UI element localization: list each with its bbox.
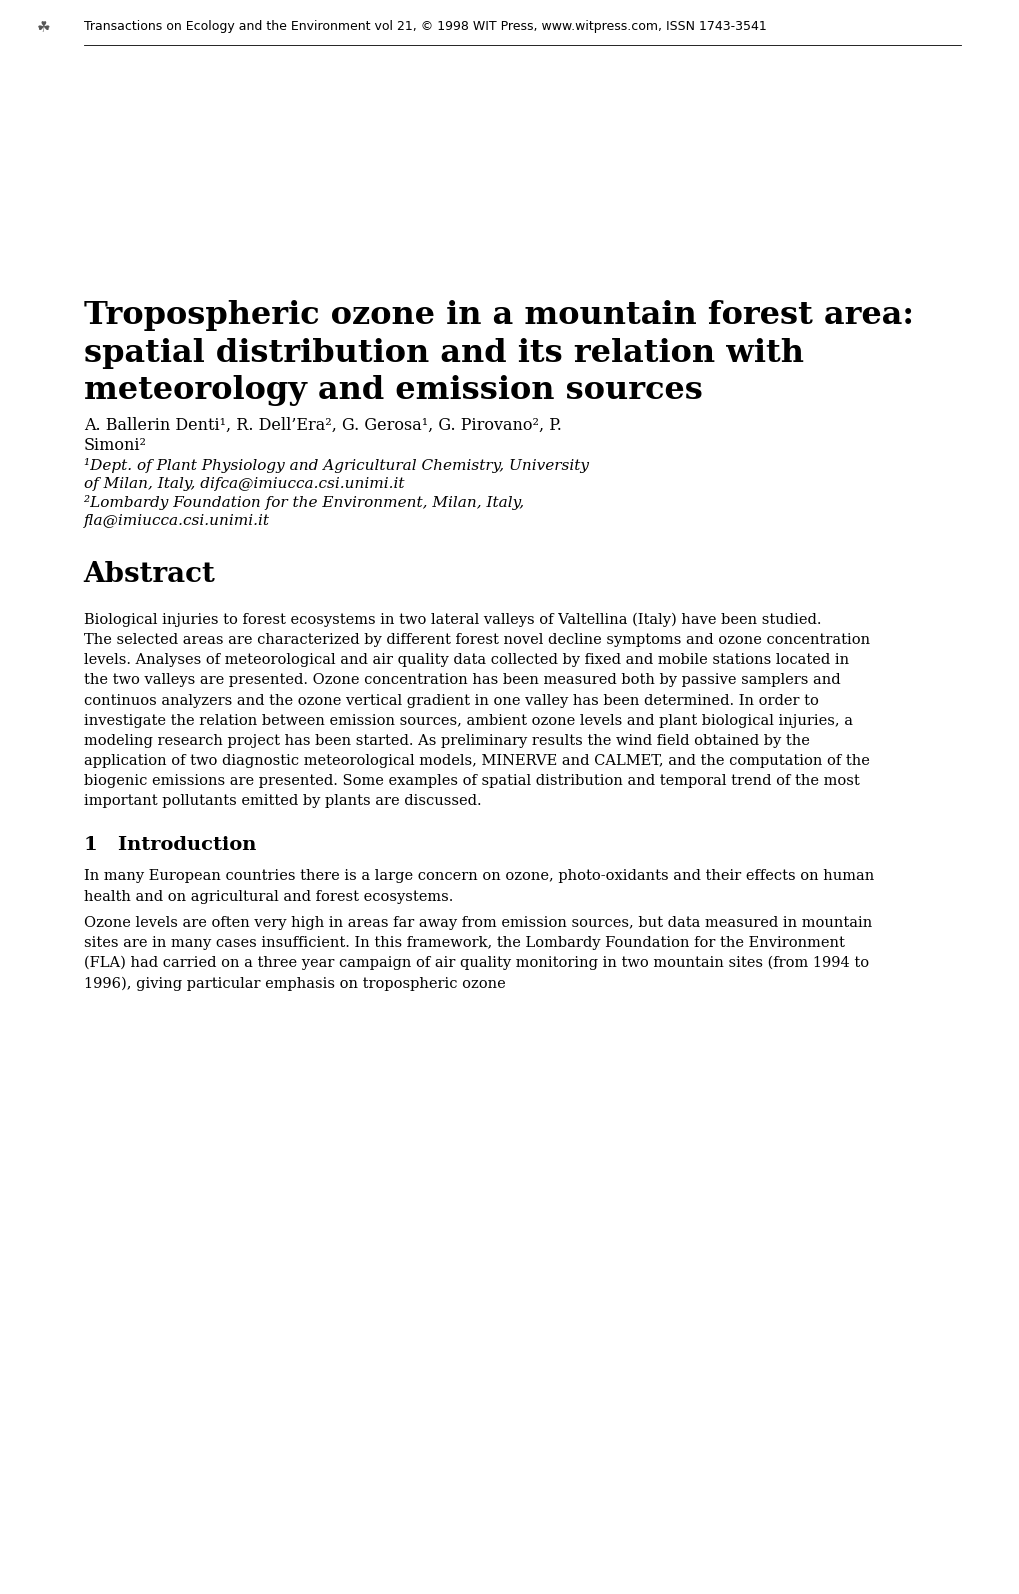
Text: spatial distribution and its relation with: spatial distribution and its relation wi… (84, 338, 803, 368)
Text: A. Ballerin Denti¹, R. Dell’Era², G. Gerosa¹, G. Pirovano², P.: A. Ballerin Denti¹, R. Dell’Era², G. Ger… (84, 418, 561, 434)
Text: ☘: ☘ (37, 21, 51, 35)
Text: Abstract: Abstract (84, 561, 215, 588)
Text: ¹Dept. of Plant Physiology and Agricultural Chemistry, University: ¹Dept. of Plant Physiology and Agricultu… (84, 457, 588, 473)
Text: levels. Analyses of meteorological and air quality data collected by fixed and m: levels. Analyses of meteorological and a… (84, 654, 848, 668)
Text: meteorology and emission sources: meteorology and emission sources (84, 376, 702, 406)
Text: health and on agricultural and forest ecosystems.: health and on agricultural and forest ec… (84, 889, 452, 904)
Text: The selected areas are characterized by different forest novel decline symptoms : The selected areas are characterized by … (84, 633, 869, 647)
Text: investigate the relation between emission sources, ambient ozone levels and plan: investigate the relation between emissio… (84, 714, 852, 728)
Text: 1996), giving particular emphasis on tropospheric ozone: 1996), giving particular emphasis on tro… (84, 976, 504, 990)
Text: (FLA) had carried on a three year campaign of air quality monitoring in two moun: (FLA) had carried on a three year campai… (84, 956, 868, 971)
Text: Transactions on Ecology and the Environment vol 21, © 1998 WIT Press, www.witpre: Transactions on Ecology and the Environm… (84, 21, 766, 33)
Text: Simoni²: Simoni² (84, 437, 147, 454)
Text: the two valleys are presented. Ozone concentration has been measured both by pas: the two valleys are presented. Ozone con… (84, 673, 840, 687)
Text: Tropospheric ozone in a mountain forest area:: Tropospheric ozone in a mountain forest … (84, 300, 913, 332)
Text: continuos analyzers and the ozone vertical gradient in one valley has been deter: continuos analyzers and the ozone vertic… (84, 693, 817, 708)
Text: 1   Introduction: 1 Introduction (84, 837, 256, 854)
Text: ²Lombardy Foundation for the Environment, Milan, Italy,: ²Lombardy Foundation for the Environment… (84, 496, 523, 510)
Text: important pollutants emitted by plants are discussed.: important pollutants emitted by plants a… (84, 794, 481, 808)
Text: Biological injuries to forest ecosystems in two lateral valleys of Valtellina (I: Biological injuries to forest ecosystems… (84, 614, 820, 628)
Text: In many European countries there is a large concern on ozone, photo-oxidants and: In many European countries there is a la… (84, 869, 873, 883)
Text: biogenic emissions are presented. Some examples of spatial distribution and temp: biogenic emissions are presented. Some e… (84, 775, 859, 787)
Text: application of two diagnostic meteorological models, MINERVE and CALMET, and the: application of two diagnostic meteorolog… (84, 754, 868, 768)
Text: modeling research project has been started. As preliminary results the wind fiel: modeling research project has been start… (84, 733, 809, 748)
Text: of Milan, Italy, difca@imiucca.csi.unimi.it: of Milan, Italy, difca@imiucca.csi.unimi… (84, 477, 404, 491)
Text: fla@imiucca.csi.unimi.it: fla@imiucca.csi.unimi.it (84, 513, 269, 528)
Text: Ozone levels are often very high in areas far away from emission sources, but da: Ozone levels are often very high in area… (84, 917, 871, 929)
Text: sites are in many cases insufficient. In this framework, the Lombardy Foundation: sites are in many cases insufficient. In… (84, 936, 844, 950)
